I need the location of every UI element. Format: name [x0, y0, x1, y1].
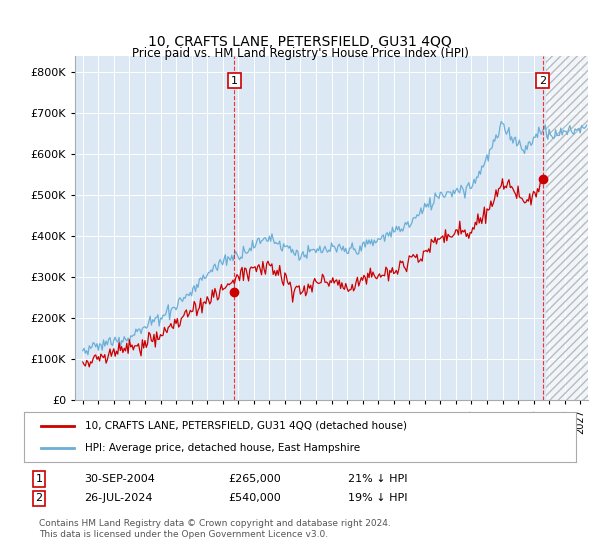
Text: 1: 1: [231, 76, 238, 86]
Text: £265,000: £265,000: [228, 474, 281, 484]
Text: 2: 2: [539, 76, 546, 86]
Text: 26-JUL-2024: 26-JUL-2024: [84, 493, 152, 503]
Text: 2: 2: [35, 493, 43, 503]
Text: 10, CRAFTS LANE, PETERSFIELD, GU31 4QQ (detached house): 10, CRAFTS LANE, PETERSFIELD, GU31 4QQ (…: [85, 421, 407, 431]
Text: 19% ↓ HPI: 19% ↓ HPI: [348, 493, 407, 503]
Text: Price paid vs. HM Land Registry's House Price Index (HPI): Price paid vs. HM Land Registry's House …: [131, 46, 469, 60]
Text: Contains HM Land Registry data © Crown copyright and database right 2024.
This d: Contains HM Land Registry data © Crown c…: [39, 520, 391, 539]
Text: 30-SEP-2004: 30-SEP-2004: [84, 474, 155, 484]
Text: 10, CRAFTS LANE, PETERSFIELD, GU31 4QQ: 10, CRAFTS LANE, PETERSFIELD, GU31 4QQ: [148, 35, 452, 49]
Text: £540,000: £540,000: [228, 493, 281, 503]
Text: 1: 1: [35, 474, 43, 484]
Text: 21% ↓ HPI: 21% ↓ HPI: [348, 474, 407, 484]
Text: HPI: Average price, detached house, East Hampshire: HPI: Average price, detached house, East…: [85, 443, 360, 453]
